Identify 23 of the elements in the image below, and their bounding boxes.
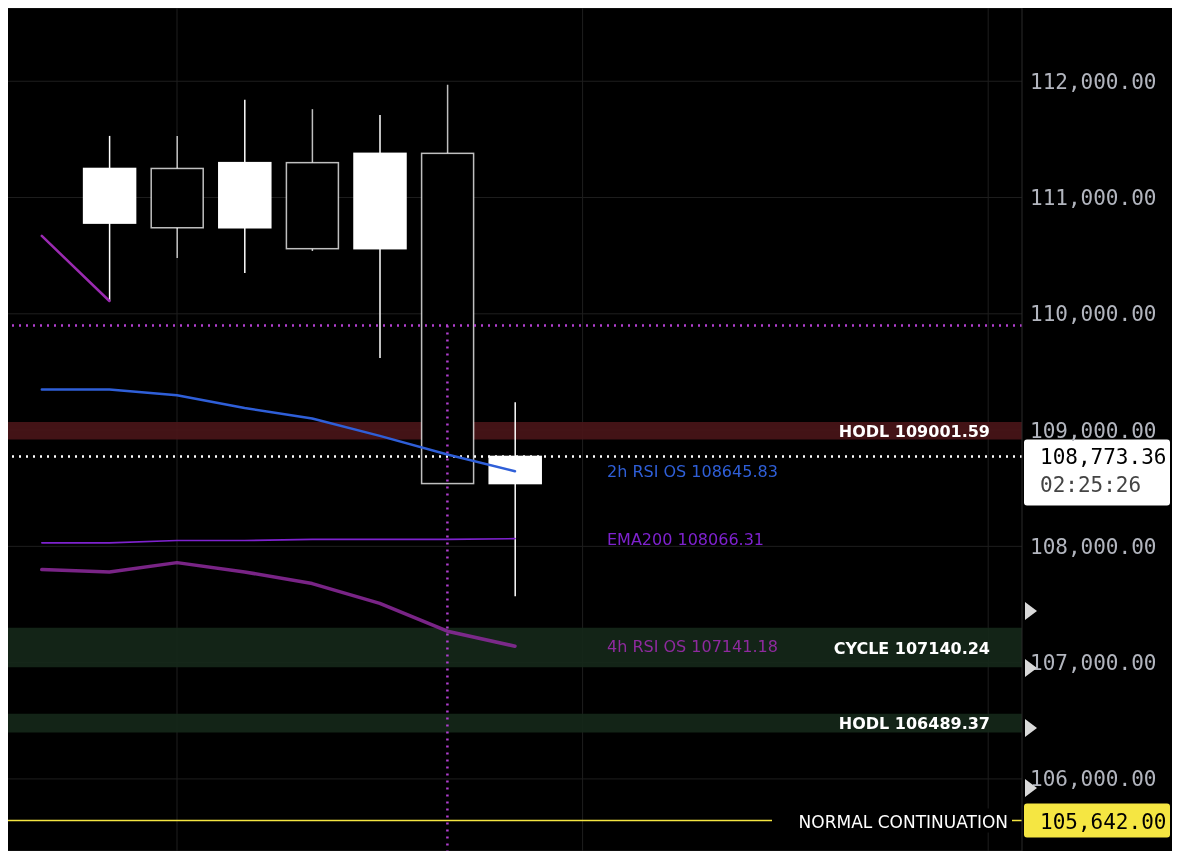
y-tick-label: 112,000.00: [1030, 69, 1157, 94]
line-series: [40, 388, 517, 473]
y-tick-label: 108,000.00: [1030, 534, 1157, 559]
text: 2h RSI OS 108645.83: [607, 462, 778, 482]
candlestick: [150, 135, 204, 259]
annotation: NORMAL CONTINUATION: [798, 811, 1008, 832]
band-label: HODL 106489.37: [838, 714, 990, 734]
ref-line-label: 108,773.36: [1040, 445, 1167, 470]
candlestick: [218, 99, 272, 274]
ref-line-label: 105,642.00: [1040, 809, 1167, 834]
candlestick: [82, 135, 137, 302]
candlestick: [353, 114, 407, 359]
y-tick-label: 109,000.00: [1030, 418, 1157, 443]
y-tick-label: 106,000.00: [1030, 767, 1157, 792]
band-label: HODL 109001.59: [838, 421, 990, 441]
text: 02:25:26: [1040, 473, 1142, 498]
line-series: [40, 560, 517, 648]
text: 4h RSI OS 107141.18: [607, 637, 778, 657]
y-tick-label: 107,000.00: [1030, 651, 1157, 676]
y-tick-label: 111,000.00: [1030, 185, 1157, 210]
y-tick-label: 110,000.00: [1030, 302, 1157, 327]
band-label: CYCLE 107140.24: [833, 638, 990, 658]
text: EMA200 108066.31: [607, 529, 765, 549]
